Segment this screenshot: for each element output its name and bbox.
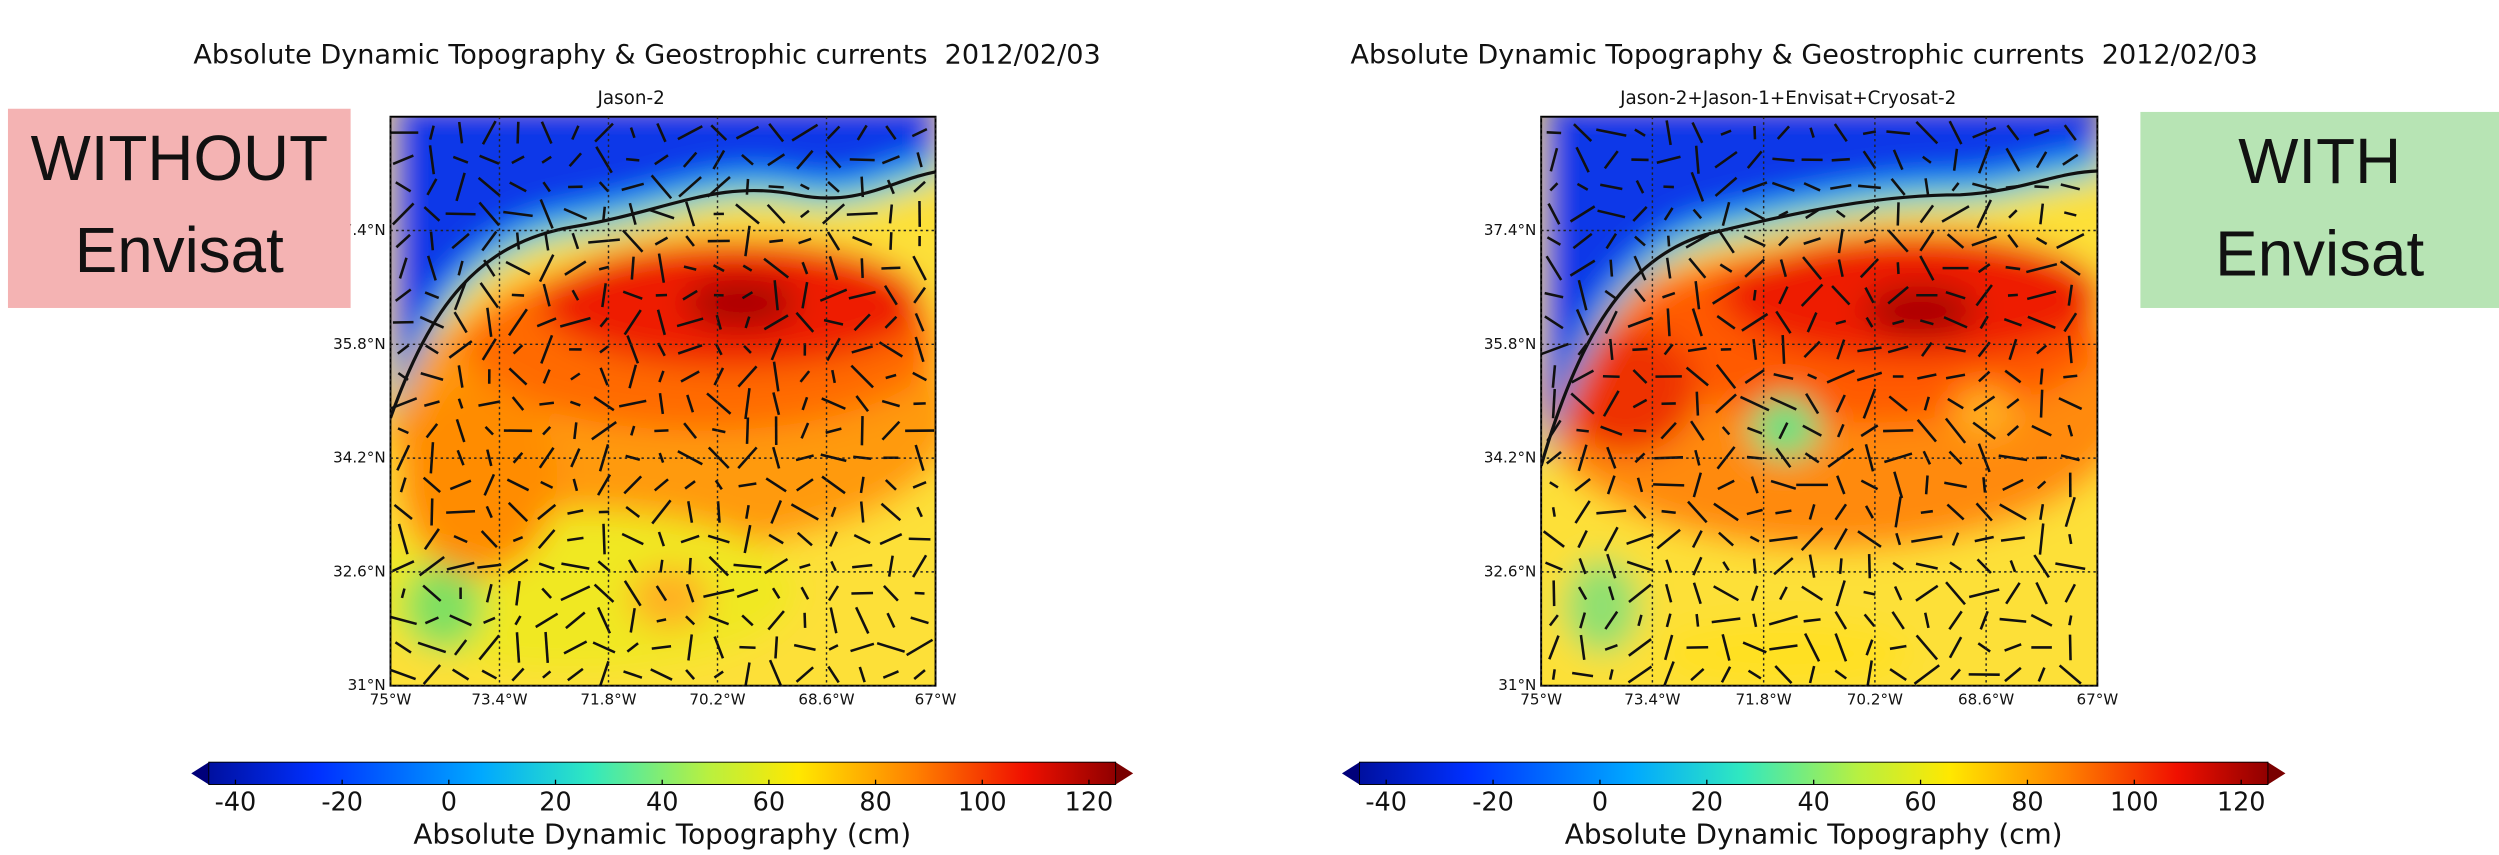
y-tick-label: 32.6°N (333, 562, 386, 580)
y-tick-label: 35.8°N (333, 335, 386, 353)
panel-title: Absolute Dynamic Topography & Geostrophi… (193, 40, 1100, 71)
panel: Absolute Dynamic Topography & Geostrophi… (7, 40, 1134, 851)
colorbar-extend-low (1341, 762, 1360, 785)
x-tick-label: 70.2°W (689, 691, 745, 709)
colorbar-tick-label: 120 (1065, 788, 1114, 818)
map-field (1541, 116, 2098, 686)
colorbar-label: Absolute Dynamic Topography (cm) (413, 818, 911, 851)
x-tick-label: 73.4°W (471, 691, 527, 709)
panel-subtitle: Jason-2 (597, 88, 665, 109)
colorbar-tick-label: 40 (646, 788, 678, 818)
x-tick-label: 75°W (370, 691, 412, 709)
annotation-text: WITHOUT (31, 122, 328, 194)
annotation-text: Envisat (75, 214, 284, 286)
colorbar-tick-label: 40 (1797, 788, 1829, 818)
colorbar-tick-label: -40 (1365, 788, 1407, 818)
colorbar-tick-label: 60 (1904, 788, 1936, 818)
panel: Absolute Dynamic Topography & Geostrophi… (1341, 40, 2499, 851)
panel-title: Absolute Dynamic Topography & Geostrophi… (1350, 40, 2257, 71)
y-tick-label: 37.4°N (1484, 221, 1537, 239)
colorbar-tick-label: 100 (958, 788, 1007, 818)
x-tick-label: 73.4°W (1624, 691, 1680, 709)
x-tick-label: 68.6°W (1958, 691, 2014, 709)
annotation-box (2140, 111, 2499, 308)
x-tick-label: 68.6°W (798, 691, 854, 709)
y-tick-label: 31°N (1498, 676, 1536, 694)
y-tick-label: 32.6°N (1484, 562, 1537, 580)
colorbar-extend-high (2267, 762, 2286, 785)
colorbar-tick-label: 100 (2110, 788, 2159, 818)
colorbar-tick-label: -20 (1472, 788, 1514, 818)
colorbar-tick-label: 60 (753, 788, 785, 818)
current-arrows (1541, 120, 2098, 686)
colorbar-tick-label: 80 (859, 788, 891, 818)
y-tick-label: 34.2°N (1484, 449, 1537, 467)
current-arrows (390, 120, 936, 686)
annotation-box (7, 108, 351, 308)
colorbar-extend-high (1115, 762, 1134, 785)
colorbar-extend-low (191, 762, 209, 785)
y-tick-label: 34.2°N (333, 449, 386, 467)
colorbar-tick-label: 20 (539, 788, 571, 818)
x-tick-label: 70.2°W (1847, 691, 1903, 709)
annotation-text: WITH (2238, 125, 2401, 197)
colorbar-tick-label: -20 (321, 788, 363, 818)
colorbar-tick-label: 80 (2011, 788, 2043, 818)
x-tick-label: 67°W (915, 691, 957, 709)
panel-subtitle: Jason-2+Jason-1+Envisat+Cryosat-2 (1619, 88, 1956, 109)
x-tick-label: 71.8°W (580, 691, 636, 709)
colorbar-tick-label: 0 (441, 788, 457, 818)
y-tick-label: 31°N (348, 676, 386, 694)
colorbar-tick-label: 20 (1691, 788, 1723, 818)
colorbar-tick-label: -40 (215, 788, 257, 818)
map-field (390, 116, 936, 686)
annotation-text: Envisat (2215, 217, 2424, 289)
x-tick-label: 67°W (2076, 691, 2118, 709)
x-tick-label: 71.8°W (1736, 691, 1792, 709)
x-tick-label: 75°W (1520, 691, 1562, 709)
colorbar-tick-label: 0 (1592, 788, 1608, 818)
colorbar-tick-label: 120 (2217, 788, 2266, 818)
y-tick-label: 35.8°N (1484, 335, 1537, 353)
colorbar-label: Absolute Dynamic Topography (cm) (1565, 818, 2063, 851)
